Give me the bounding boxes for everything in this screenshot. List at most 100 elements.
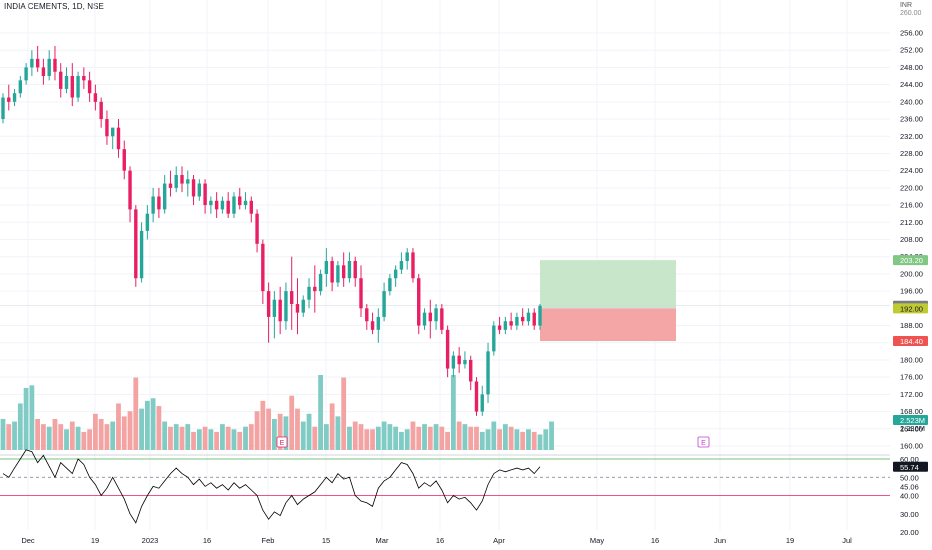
volume-bar: [220, 424, 225, 450]
volume-bar: [364, 429, 370, 450]
volume-bar: [179, 426, 185, 450]
candle-body: [186, 179, 190, 184]
candle-body: [174, 174, 178, 188]
candle-body: [162, 183, 167, 210]
volume-bar: [260, 400, 266, 450]
candle-body: [509, 321, 513, 326]
time-tick-label: Jun: [714, 536, 726, 545]
volume-bar: [248, 424, 254, 450]
candle-body: [145, 213, 150, 231]
volume-bar: [92, 413, 98, 450]
volume-bar: [410, 421, 416, 450]
price-tick-label: 172.00: [900, 390, 923, 399]
volume-bar: [266, 408, 272, 450]
volume-bar: [393, 426, 399, 450]
volume-bar: [474, 426, 479, 450]
candle-body: [105, 119, 109, 137]
volume-bar: [139, 408, 144, 450]
time-tick-label: 16: [203, 536, 211, 545]
target-zone: [540, 260, 676, 309]
volume-bar: [243, 426, 248, 450]
long-position-tool[interactable]: [0, 260, 890, 342]
candle-body: [434, 308, 438, 322]
candle-body: [399, 261, 404, 270]
candle-body: [30, 58, 34, 68]
stop-price-label: 184.40: [900, 337, 923, 346]
volume-bar: [162, 421, 168, 450]
volume-bar: [196, 429, 202, 450]
rsi-pane: [0, 449, 890, 524]
volume-bar: [375, 426, 381, 450]
volume-bar: [116, 403, 121, 450]
candle-body: [157, 196, 161, 210]
volume-bar: [208, 429, 214, 450]
volume-bar: [0, 418, 6, 450]
candle-body: [93, 93, 98, 102]
candle-body: [486, 351, 490, 395]
earnings-marker: [697, 436, 710, 448]
volume-bar: [306, 413, 312, 450]
rsi-last-label: 55.74: [900, 463, 919, 472]
volume-bar: [23, 387, 29, 450]
candle-body: [139, 230, 144, 279]
candle-body: [359, 278, 363, 309]
volume-bar: [422, 424, 427, 450]
volume-bar: [133, 377, 139, 450]
time-tick-label: 16: [436, 536, 444, 545]
volume-last-label: 2.523M: [900, 416, 925, 425]
volume-bar: [58, 424, 64, 450]
earnings-marker-label: E: [701, 440, 706, 447]
time-axis: Dec 19 2023 16 Feb 15 Mar 16 Apr May 16 Jun 19 Jul: [21, 536, 852, 545]
rsi-last-label-bg: [893, 461, 928, 472]
time-tick-label: Feb: [262, 536, 275, 545]
volume-last-label-bg: [893, 415, 928, 425]
volume-bar: [341, 377, 347, 450]
price-tick-label: 200.00: [900, 269, 923, 278]
volume-bar: [41, 424, 46, 450]
price-tick-label: 164.00: [900, 424, 923, 433]
volume-bar: [450, 375, 456, 450]
volume-bar: [399, 431, 404, 450]
candle-body: [538, 305, 542, 326]
candle-body: [341, 265, 346, 279]
volume-bar: [150, 398, 156, 450]
candle-body: [134, 209, 138, 279]
candle-body: [214, 200, 219, 210]
volume-bar: [323, 424, 329, 450]
volume-bar: [127, 411, 133, 450]
volume-bar: [271, 418, 277, 450]
candle-body: [463, 359, 467, 365]
volume-bar: [520, 431, 526, 450]
candle-body: [232, 196, 236, 214]
price-tick-label: 228.00: [900, 149, 923, 158]
volume-bar: [497, 429, 502, 450]
candle-body: [313, 286, 317, 292]
price-tick-label: 260.00: [900, 10, 922, 17]
candle-body: [376, 316, 381, 330]
earnings-marker-label: E: [280, 440, 285, 447]
candle-body: [284, 291, 288, 322]
volume-bar: [462, 424, 468, 450]
time-tick-label: 2023: [142, 536, 159, 545]
earnings-marker: [276, 436, 288, 448]
candle-body: [70, 76, 74, 98]
price-axis: 260.00 256.00 252.00 248.00 244.00 240.00 236.…: [893, 10, 928, 537]
candle-body: [497, 325, 502, 330]
candle-body: [238, 196, 242, 206]
candle-body: [99, 101, 103, 120]
volume-bar: [370, 429, 375, 450]
candle-body: [492, 325, 496, 352]
candle-body: [122, 149, 126, 171]
candle-body: [249, 200, 253, 214]
price-tick-label: 188.00: [900, 321, 923, 330]
candle-body: [515, 316, 519, 326]
candle-body: [272, 299, 277, 317]
chart-title: INDIA CEMENTS, 1D, NSE: [4, 2, 104, 11]
rsi-ma-label: 45.06: [900, 482, 919, 491]
volume-bar: [549, 421, 554, 450]
candle-body: [422, 312, 427, 326]
candle-body: [295, 304, 300, 313]
price-tick-label: 216.00: [900, 201, 923, 210]
volume-bar: [87, 429, 93, 450]
